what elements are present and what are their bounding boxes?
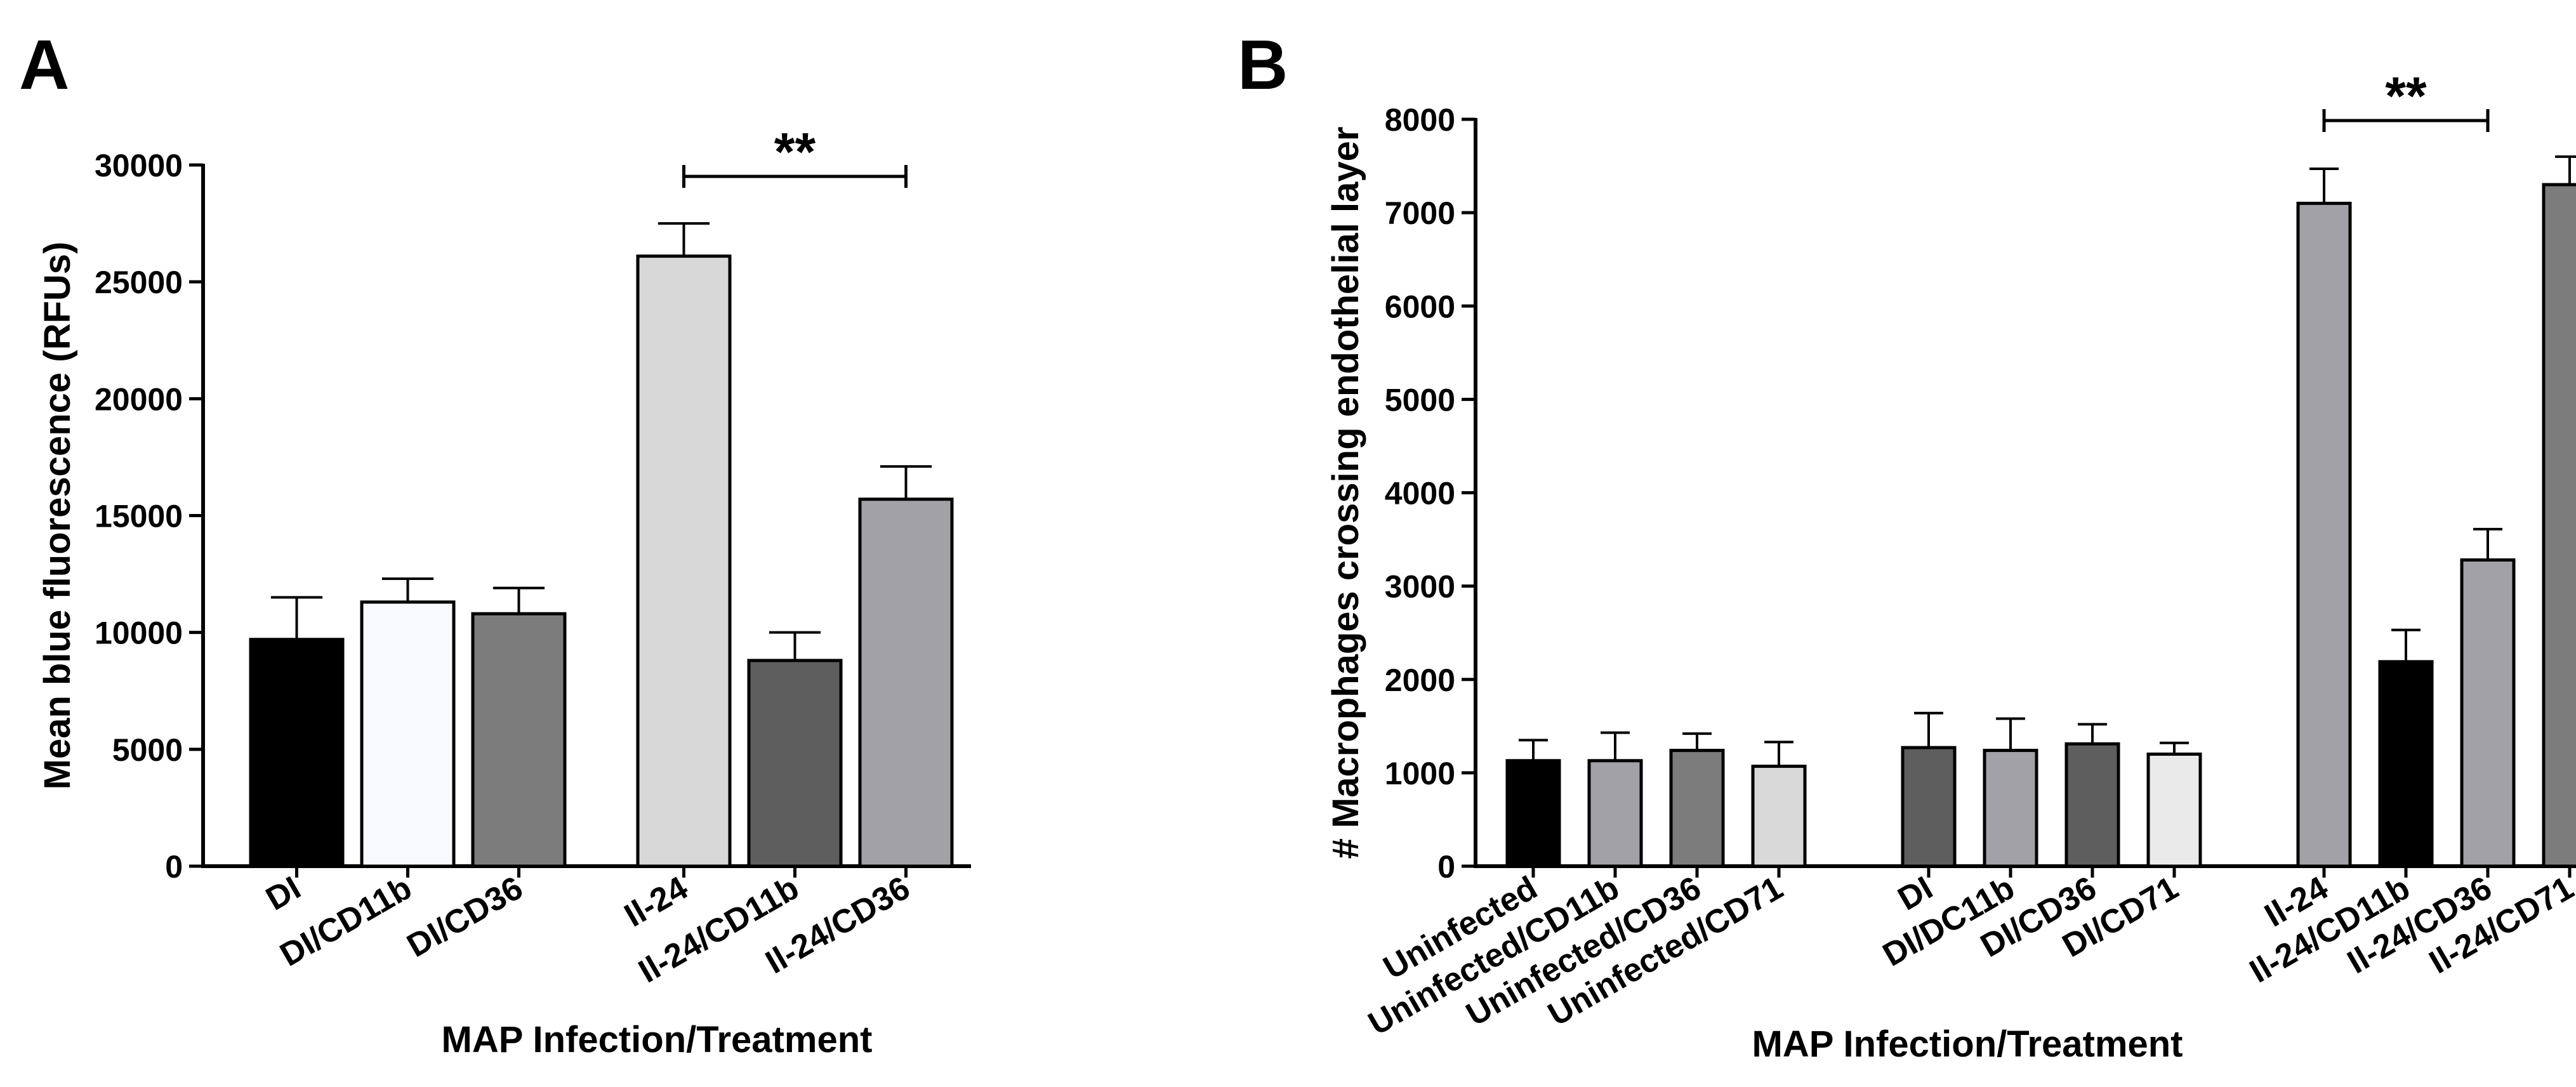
a-y-tick-label: 30000 bbox=[95, 148, 183, 183]
b-bar bbox=[2146, 752, 2202, 868]
a-y-tick-label: 15000 bbox=[95, 499, 183, 534]
b-bar bbox=[1983, 749, 2038, 868]
a-category-label: Il-24 bbox=[618, 869, 694, 934]
b-y-axis-title: # Macrophages crossing endothelial layer bbox=[1325, 127, 1366, 859]
b-y-tick-label: 7000 bbox=[1385, 195, 1455, 231]
b-bar bbox=[1669, 749, 1725, 868]
a-bar bbox=[858, 497, 954, 868]
b-bar bbox=[1901, 746, 1957, 868]
a-bar bbox=[747, 659, 843, 868]
b-y-tick-label: 5000 bbox=[1385, 382, 1455, 418]
a-bar bbox=[471, 612, 567, 868]
b-bar bbox=[1505, 759, 1561, 868]
b-bar bbox=[1751, 765, 1807, 868]
panel-label-b: B bbox=[1238, 26, 1288, 104]
b-y-tick-label: 4000 bbox=[1385, 476, 1455, 511]
b-significance-label: ** bbox=[2385, 66, 2427, 126]
b-bar bbox=[2296, 201, 2352, 868]
a-significance-label: ** bbox=[774, 122, 816, 181]
b-bar bbox=[2064, 742, 2120, 868]
b-y-tick-label: 2000 bbox=[1385, 662, 1455, 698]
b-y-tick-label: 1000 bbox=[1385, 756, 1455, 791]
a-y-tick-label: 5000 bbox=[112, 732, 183, 768]
b-bar bbox=[2542, 183, 2576, 868]
b-bar bbox=[2460, 558, 2516, 868]
a-x-axis-title: MAP Infection/Treatment bbox=[442, 1019, 873, 1060]
b-bar bbox=[1587, 759, 1643, 868]
a-bar bbox=[360, 600, 456, 868]
chart-a: 050001000015000200002500030000DIDI/CD11b… bbox=[37, 122, 971, 1060]
a-y-tick-label: 0 bbox=[165, 849, 183, 885]
a-y-tick-label: 20000 bbox=[95, 381, 183, 417]
b-y-tick-label: 6000 bbox=[1385, 289, 1455, 324]
chart-b: 010002000300040005000600070008000Uninfec… bbox=[1325, 66, 2576, 1065]
a-category-label: DI bbox=[260, 869, 307, 918]
a-y-tick-label: 10000 bbox=[95, 616, 183, 651]
b-y-tick-label: 3000 bbox=[1385, 569, 1455, 605]
a-y-tick-label: 25000 bbox=[95, 265, 183, 300]
a-y-axis-title: Mean blue fluorescence (RFUs) bbox=[37, 242, 78, 790]
b-y-tick-label: 0 bbox=[1437, 849, 1455, 885]
b-x-axis-title: MAP Infection/Treatment bbox=[1752, 1024, 2183, 1065]
b-y-tick-label: 8000 bbox=[1385, 102, 1455, 138]
a-category-label: DI/CD36 bbox=[401, 869, 529, 965]
b-bar bbox=[2378, 660, 2434, 868]
a-bar bbox=[636, 254, 732, 868]
a-bar bbox=[249, 638, 345, 868]
panel-label-a: A bbox=[19, 26, 69, 104]
